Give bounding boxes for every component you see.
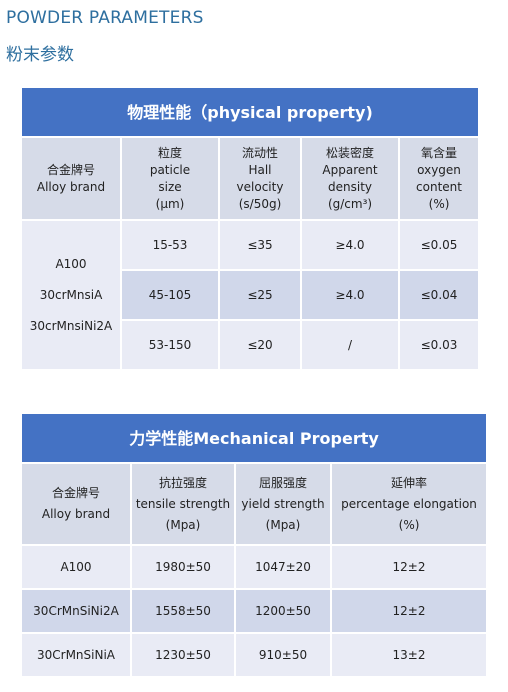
header-apparent-density: 松装密度 Apparent density (g/cm³)	[300, 136, 400, 221]
table-cell: 12±2	[329, 588, 489, 634]
table-row: A100 1980±50 1047±20 12±2	[20, 544, 489, 590]
header-particle-size: 粒度 paticle size (μm)	[120, 136, 220, 221]
header-yield-strength: 屈服强度 yield strength (Mpa)	[234, 462, 332, 546]
table-row: 30CrMnSiNi2A 1558±50 1200±50 12±2	[20, 588, 489, 634]
table-cell: 13±2	[329, 632, 489, 678]
header-hall-velocity: 流动性 Hall velocity (s/50g)	[218, 136, 302, 221]
table-cell: 53-150	[120, 319, 220, 371]
table-cell: 1200±50	[234, 588, 332, 634]
header-percentage-elongation: 延伸率 percentage elongation (%)	[329, 462, 489, 546]
table-cell: 30CrMnSiNi2A	[20, 588, 132, 634]
table-cell: ≥4.0	[300, 269, 400, 321]
header-alloy-brand: 合金牌号 Alloy brand	[20, 462, 132, 546]
table-cell: A100	[20, 544, 132, 590]
header-tensile-strength: 抗拉强度 tensile strength (Mpa)	[130, 462, 236, 546]
page-title-cn: 粉末参数	[6, 45, 74, 65]
physical-property-table: 物理性能（physical property) 合金牌号 Alloy brand …	[19, 86, 481, 371]
table-cell: ≤20	[218, 319, 302, 371]
table-cell: ≤25	[218, 269, 302, 321]
table-cell: ≤0.05	[397, 219, 481, 271]
mechanical-table-title: 力学性能Mechanical Property	[19, 412, 489, 464]
mechanical-property-table: 力学性能Mechanical Property 合金牌号 Alloy brand …	[19, 412, 489, 678]
table-cell: 45-105	[120, 269, 220, 321]
table-cell: /	[300, 319, 400, 371]
table-row: 53-150 ≤20 / ≤0.03	[21, 319, 481, 371]
table-row: 30CrMnSiNiA 1230±50 910±50 13±2	[20, 632, 489, 678]
table-cell: 910±50	[234, 632, 332, 678]
header-oxygen-content: 氧含量 oxygen content (%)	[397, 136, 481, 221]
table-cell: 1980±50	[130, 544, 236, 590]
table-cell: ≤0.04	[397, 269, 481, 321]
table-cell: ≥4.0	[300, 219, 400, 271]
table-cell: 1230±50	[130, 632, 236, 678]
physical-table-title: 物理性能（physical property)	[19, 86, 481, 138]
page-title-en: POWDER PARAMETERS	[6, 8, 204, 28]
table-cell: ≤0.03	[397, 319, 481, 371]
table-row: A100 30crMnsiA 30crMnsiNi2A 15-53 ≤35 ≥4…	[20, 219, 481, 371]
table-cell: 1047±20	[234, 544, 332, 590]
header-alloy-brand: 合金牌号 Alloy brand	[20, 136, 122, 221]
table-row: 45-105 ≤25 ≥4.0 ≤0.04	[21, 269, 481, 321]
alloy-brand-list: A100 30crMnsiA 30crMnsiNi2A	[20, 219, 122, 371]
table-cell: 1558±50	[130, 588, 236, 634]
table-cell: 15-53	[120, 219, 220, 271]
table-cell: ≤35	[218, 219, 302, 271]
table-cell: 12±2	[329, 544, 489, 590]
table-cell: 30CrMnSiNiA	[20, 632, 132, 678]
